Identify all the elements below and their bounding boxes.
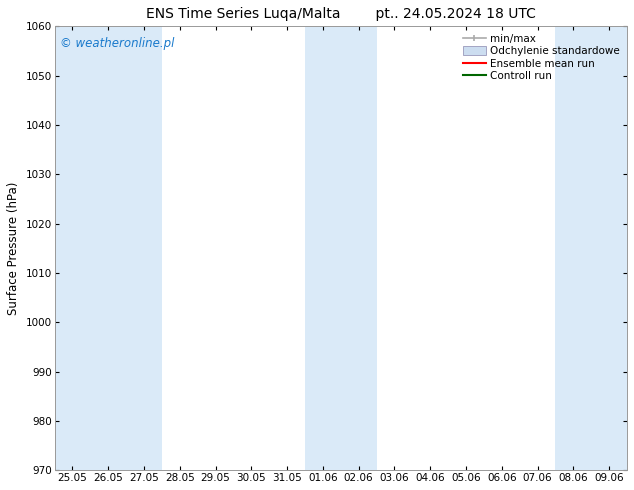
Bar <box>305 26 377 470</box>
Title: ENS Time Series Luqa/Malta        pt.. 24.05.2024 18 UTC: ENS Time Series Luqa/Malta pt.. 24.05.20… <box>146 7 536 21</box>
Legend: min/max, Odchylenie standardowe, Ensemble mean run, Controll run: min/max, Odchylenie standardowe, Ensembl… <box>461 31 622 83</box>
Bar <box>55 26 162 470</box>
Bar <box>555 26 627 470</box>
Y-axis label: Surface Pressure (hPa): Surface Pressure (hPa) <box>7 182 20 315</box>
Text: © weatheronline.pl: © weatheronline.pl <box>60 37 174 50</box>
